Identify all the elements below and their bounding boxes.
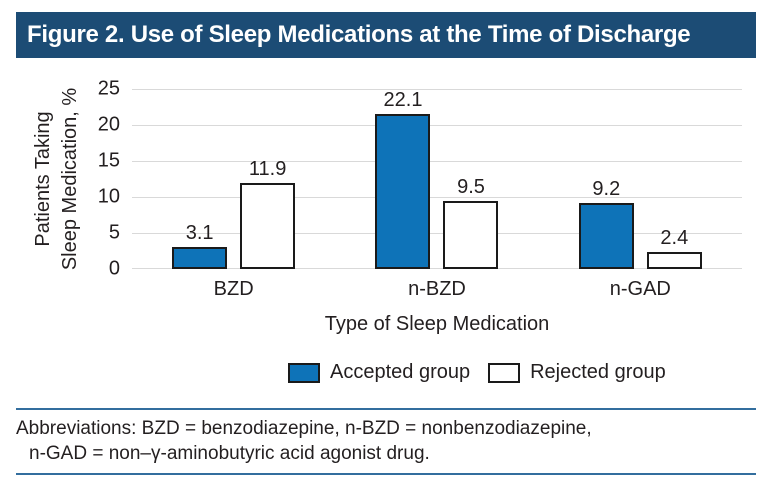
x-category-label: n-GAD (609, 278, 671, 300)
bar-value-label: 2.4 (660, 226, 689, 249)
gridline (132, 161, 742, 162)
y-tick-label: 5 (108, 221, 120, 244)
bar-value-label: 9.2 (592, 177, 621, 200)
gridline (132, 268, 742, 269)
bar-value-label: 22.1 (383, 89, 423, 111)
plot-area: 3.1 11.9 22.1 9.5 9.2 2.4 (132, 89, 742, 269)
rejected-group-swatch (488, 362, 521, 383)
bar-wrap: 9.5 (443, 89, 499, 269)
bar-accepted-bzd (172, 246, 228, 269)
bar-rejected-bzd (240, 183, 296, 269)
legend-label-accepted: Accepted group (330, 361, 471, 383)
figure-title: Figure 2. Use of Sleep Medications at th… (27, 21, 691, 48)
bar-wrap: 3.1 (172, 89, 228, 269)
x-category-labels: BZD n-BZD n-GAD (132, 278, 742, 301)
x-category-label: n-BZD (408, 278, 466, 300)
bar-wrap: 2.4 (646, 89, 702, 269)
legend: Accepted group Rejected group (288, 361, 666, 384)
gridline (132, 233, 742, 234)
bar-wrap: 22.1 (375, 89, 431, 269)
legend-item-rejected: Rejected group (488, 361, 666, 384)
bar-wrap: 9.2 (578, 89, 634, 269)
bar-rejected-n-bzd (443, 200, 499, 269)
y-tick-labels: 0 5 10 15 20 25 (0, 78, 120, 280)
bar-rejected-n-gad (646, 251, 702, 269)
bar-wrap: 11.9 (240, 89, 296, 269)
x-category-label: BZD (213, 278, 254, 300)
gridline (132, 89, 742, 90)
x-axis-title: Type of Sleep Medication (324, 313, 550, 335)
bar-value-label: 3.1 (185, 221, 214, 244)
y-tick-label: 20 (97, 113, 120, 136)
y-tick-label: 15 (97, 149, 120, 172)
y-tick-label: 0 (108, 257, 120, 280)
bar-value-label: 9.5 (457, 175, 485, 198)
abbreviations-line-2: n-GAD = non–γ-aminobutyric acid agonist … (29, 443, 430, 464)
bar-group-n-gad: 9.2 2.4 (578, 89, 702, 269)
y-tick-label: 10 (97, 185, 120, 208)
abbreviations-note: Abbreviations: BZD = benzodiazepine, n-B… (16, 408, 756, 475)
bar-value-label: 11.9 (248, 158, 287, 181)
gridline (132, 125, 742, 126)
bar-group-bzd: 3.1 11.9 (172, 89, 296, 269)
gridline (132, 197, 742, 198)
legend-label-rejected: Rejected group (530, 361, 666, 383)
y-tick-label: 25 (97, 77, 120, 100)
bar-accepted-n-gad (578, 202, 634, 269)
bar-group-n-bzd: 22.1 9.5 (375, 89, 499, 269)
bar-groups: 3.1 11.9 22.1 9.5 9.2 2.4 (132, 89, 742, 269)
abbreviations-line-1: Abbreviations: BZD = benzodiazepine, n-B… (16, 418, 592, 439)
accepted-group-swatch (288, 362, 320, 383)
bar-accepted-n-bzd (375, 114, 431, 269)
figure-title-bar: Figure 2. Use of Sleep Medications at th… (16, 12, 756, 58)
bar-chart: Patients Taking Sleep Medication, % 0 5 10… (0, 56, 768, 410)
legend-item-accepted: Accepted group (288, 361, 470, 384)
